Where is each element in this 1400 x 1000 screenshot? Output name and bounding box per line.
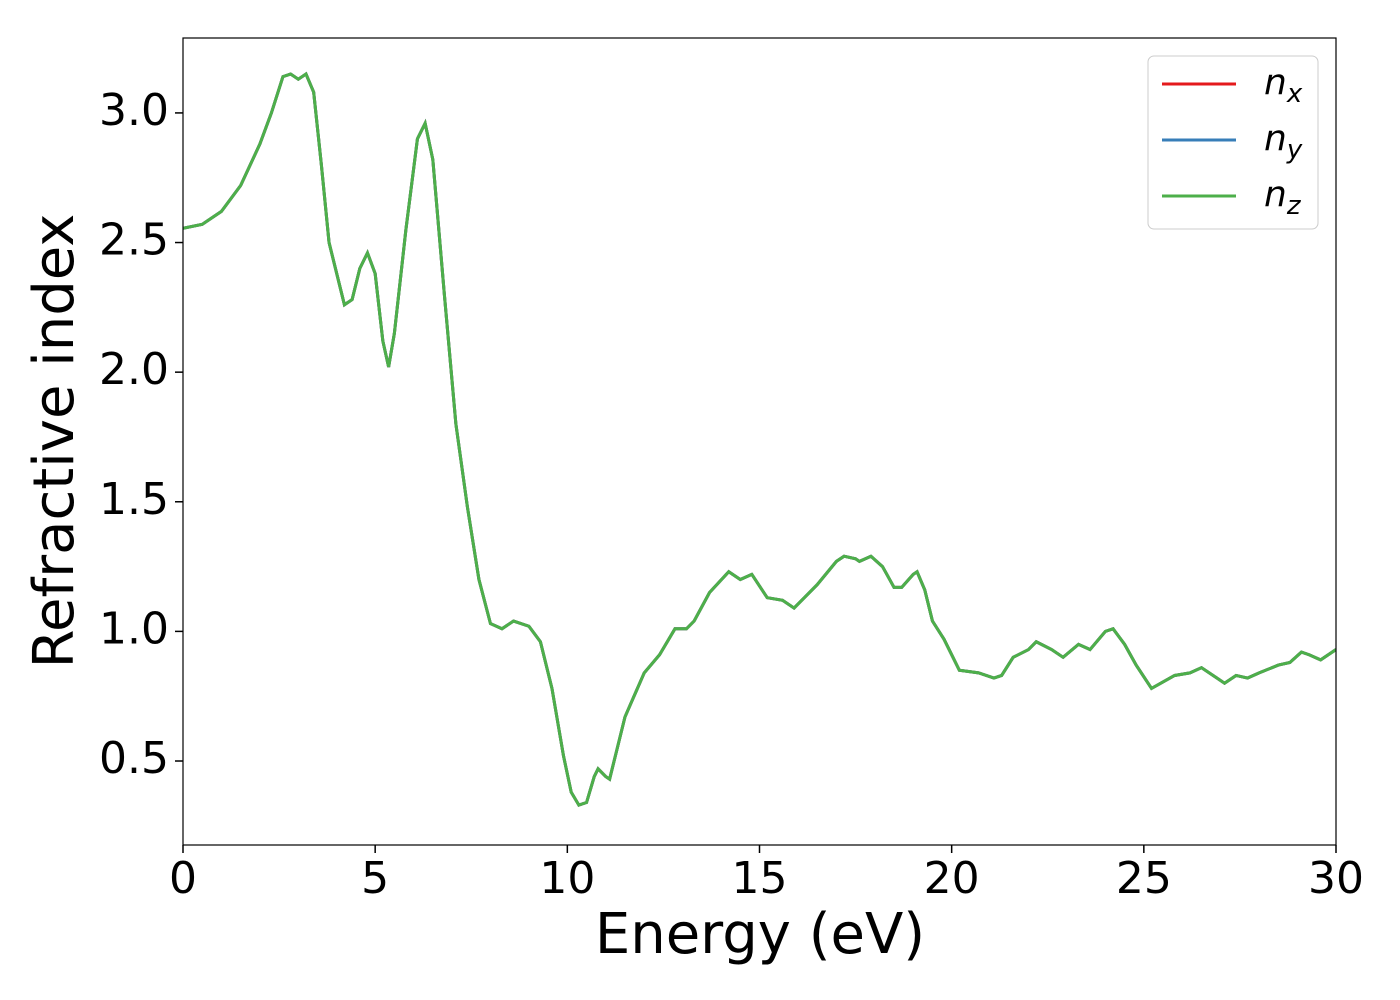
legend-label: nz — [1264, 174, 1302, 221]
y-tick-label: 2.5 — [99, 215, 169, 266]
x-tick-label: 20 — [924, 853, 980, 904]
legend-label: ny — [1264, 118, 1303, 165]
y-tick-label: 1.0 — [99, 603, 169, 654]
y-axis-label: Refractive index — [22, 214, 87, 669]
plot-frame — [182, 37, 1337, 846]
x-tick-label: 5 — [361, 853, 389, 904]
x-tick-label: 30 — [1308, 853, 1364, 904]
y-tick-label: 1.5 — [99, 474, 169, 525]
x-tick-label: 15 — [732, 853, 788, 904]
x-axis-label: Energy (eV) — [595, 902, 925, 967]
y-tick-label: 0.5 — [99, 733, 169, 784]
legend-label: nx — [1264, 62, 1303, 109]
y-tick-label: 3.0 — [99, 85, 169, 136]
y-tick-label: 2.0 — [99, 344, 169, 395]
legend-box — [1147, 55, 1319, 230]
x-tick-label: 0 — [169, 853, 197, 904]
legend: nx ny nz — [1147, 55, 1319, 230]
x-tick-label: 25 — [1116, 853, 1172, 904]
series-line — [183, 71, 1336, 807]
x-tick-label: 10 — [539, 853, 595, 904]
